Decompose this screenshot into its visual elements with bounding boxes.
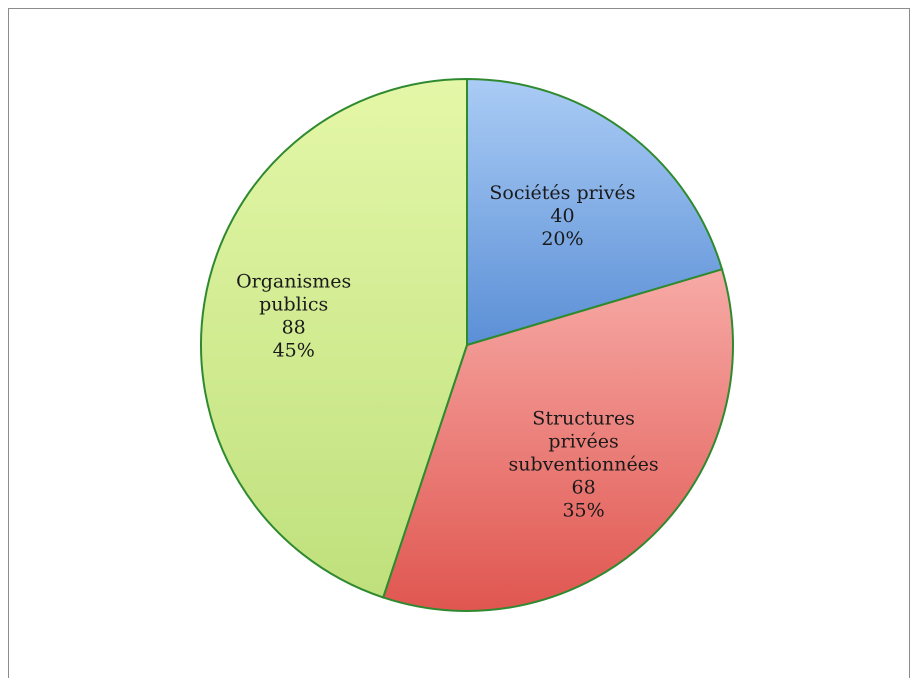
slice-label-line: Organismes — [236, 270, 351, 292]
slice-percent: 45% — [273, 339, 315, 361]
slice-label-line: subventionnées — [508, 453, 658, 475]
pie-slice — [381, 268, 734, 612]
pie-slice — [466, 77, 724, 347]
chart-frame: Sociétés privés 40 20% Structures privées sub… — [8, 8, 910, 678]
slice-value: 88 — [282, 316, 306, 338]
slice-label-line: privées — [548, 430, 618, 452]
pie-slice — [200, 77, 468, 599]
pie-labels: Sociétés privés 40 20% Structures privées sub… — [236, 182, 659, 521]
slice-value: 68 — [571, 476, 595, 498]
slice-percent: 20% — [541, 228, 583, 250]
slice-label-line: publics — [259, 293, 328, 315]
slice-label: Organismes publics 88 45% — [236, 270, 351, 361]
slice-label: Structures privées subventionnées 68 35% — [508, 407, 658, 521]
pie-chart: Sociétés privés 40 20% Structures privées sub… — [200, 77, 734, 612]
slice-label: Sociétés privés 40 20% — [489, 182, 635, 250]
slice-percent: 35% — [562, 499, 604, 521]
slice-label-line: Structures — [532, 407, 635, 429]
slice-value: 40 — [550, 205, 574, 227]
pie-slices — [200, 77, 734, 612]
slice-label-line: Sociétés privés — [489, 182, 635, 204]
